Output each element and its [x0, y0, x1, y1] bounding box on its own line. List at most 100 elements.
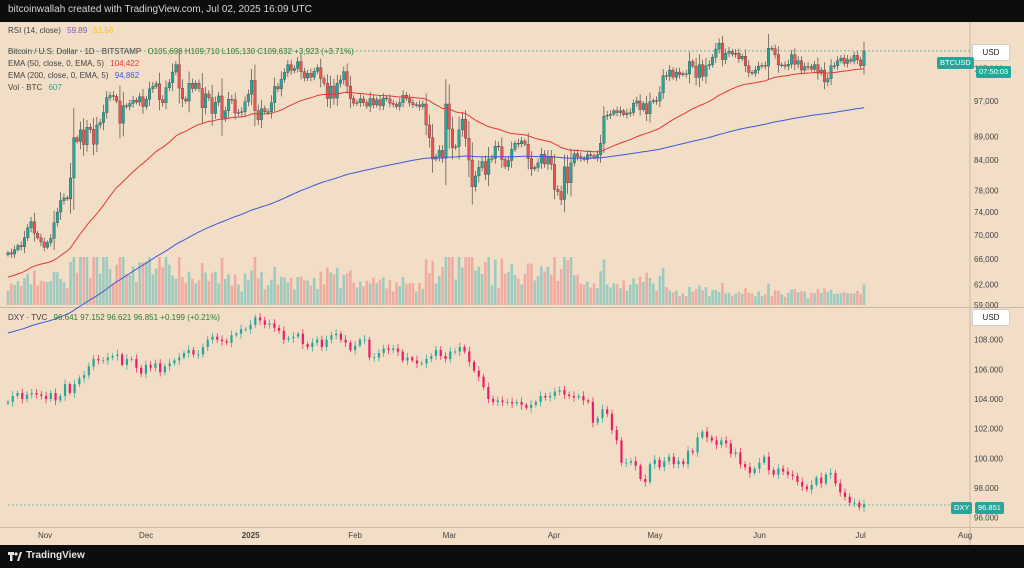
- dxy-candle: [563, 390, 566, 395]
- volume-bar: [89, 277, 92, 305]
- btc-candle: [618, 110, 622, 113]
- dxy-candle: [696, 437, 699, 453]
- btc-candle: [849, 59, 853, 62]
- dxy-currency-button[interactable]: USD: [972, 309, 1010, 326]
- volume-bar: [461, 267, 464, 305]
- volume-bar: [862, 284, 866, 305]
- dxy-ohlc: 96.641 97.152 96.621 96.851 +0.199 (+0.2…: [53, 313, 220, 322]
- btc-candle: [190, 83, 194, 89]
- volume-bar: [220, 258, 224, 305]
- dxy-candle: [487, 387, 490, 399]
- dxy-candle: [344, 339, 347, 343]
- volume-bar: [556, 280, 560, 305]
- btc-candle: [437, 150, 441, 157]
- btc-candle: [836, 60, 840, 66]
- btc-candle: [661, 75, 665, 93]
- volume-bar: [447, 257, 451, 305]
- btc-candle: [105, 97, 109, 113]
- btc-candle: [516, 143, 520, 145]
- btc-candle: [138, 96, 142, 103]
- dxy-candle: [848, 496, 851, 503]
- volume-bar: [731, 295, 734, 305]
- btc-candle: [711, 57, 715, 65]
- btc-candle: [595, 154, 599, 158]
- btc-candle: [289, 64, 293, 71]
- volume-bar: [187, 271, 191, 305]
- volume-bar: [467, 257, 471, 305]
- btc-candle: [474, 175, 477, 187]
- volume-bar: [322, 284, 326, 305]
- btc-candle: [148, 88, 152, 100]
- volume-bar: [72, 257, 76, 305]
- btc-candle: [55, 211, 59, 223]
- btc-candle: [720, 42, 724, 60]
- btc-candle: [447, 103, 451, 130]
- btc-candle: [707, 64, 711, 66]
- dxy-candle: [330, 335, 333, 340]
- btc-candle: [391, 102, 395, 105]
- dxy-candle: [316, 339, 319, 343]
- dxy-candle: [724, 440, 728, 444]
- volume-bar: [345, 273, 349, 305]
- btc-candle: [714, 48, 718, 58]
- volume-bar: [65, 288, 69, 305]
- btc-candle: [266, 111, 270, 113]
- dxy-candle: [653, 459, 656, 465]
- dxy-candle: [862, 504, 866, 508]
- btc-candle: [273, 86, 277, 103]
- dxy-candle: [63, 384, 67, 396]
- volume-bar: [362, 286, 365, 305]
- btc-candle: [688, 61, 691, 75]
- volume-bar: [786, 293, 790, 305]
- time-axis-tick: Mar: [443, 531, 457, 540]
- volume-bar: [727, 292, 731, 305]
- volume-bar: [846, 293, 849, 305]
- btc-candle: [622, 110, 626, 115]
- volume-bar: [704, 287, 708, 305]
- btc-candle: [378, 99, 382, 106]
- dxy-candle: [763, 456, 766, 463]
- btc-candle: [88, 127, 92, 130]
- rsi-value: 59.89: [67, 26, 88, 35]
- btc-candle: [398, 102, 402, 107]
- btc-candle: [747, 65, 751, 73]
- volume-bar: [638, 276, 642, 305]
- btc-candle: [197, 83, 201, 89]
- btc-candle: [204, 93, 207, 108]
- btc-candle: [553, 164, 556, 190]
- btc-candle: [724, 52, 728, 60]
- btc-candle: [157, 83, 161, 100]
- dxy-candle: [515, 401, 518, 404]
- volume-bar: [247, 280, 250, 305]
- btc-candle: [121, 105, 125, 124]
- btc-candle: [691, 61, 695, 67]
- btc-candle: [750, 72, 754, 74]
- volume-bar: [36, 285, 39, 305]
- volume-bar: [582, 284, 586, 305]
- dxy-candle: [744, 464, 747, 468]
- btc-candle: [322, 78, 326, 84]
- btc-candle: [29, 221, 33, 229]
- volume-bar: [813, 293, 816, 305]
- dxy-candle: [25, 394, 29, 399]
- volume-bar: [559, 269, 563, 305]
- volume-bar: [197, 280, 201, 305]
- volume-bar: [42, 281, 46, 305]
- dxy-candle: [287, 338, 290, 340]
- dxy-candle: [767, 456, 770, 471]
- dxy-candle: [235, 333, 238, 336]
- dxy-candle: [35, 393, 38, 395]
- dxy-price-tick: 96.000: [974, 514, 999, 523]
- volume-bar: [796, 292, 800, 305]
- btc-currency-button[interactable]: USD: [972, 44, 1010, 61]
- time-axis-tick: Dec: [139, 531, 153, 540]
- dxy-symbol-tag: DXY: [951, 502, 973, 514]
- dxy-candle: [144, 364, 148, 374]
- volume-bar: [563, 257, 566, 305]
- volume-bar: [194, 283, 197, 305]
- btc-candle: [164, 87, 168, 103]
- btc-candle: [783, 64, 787, 67]
- dxy-candle: [805, 486, 809, 490]
- btc-candle: [776, 54, 780, 66]
